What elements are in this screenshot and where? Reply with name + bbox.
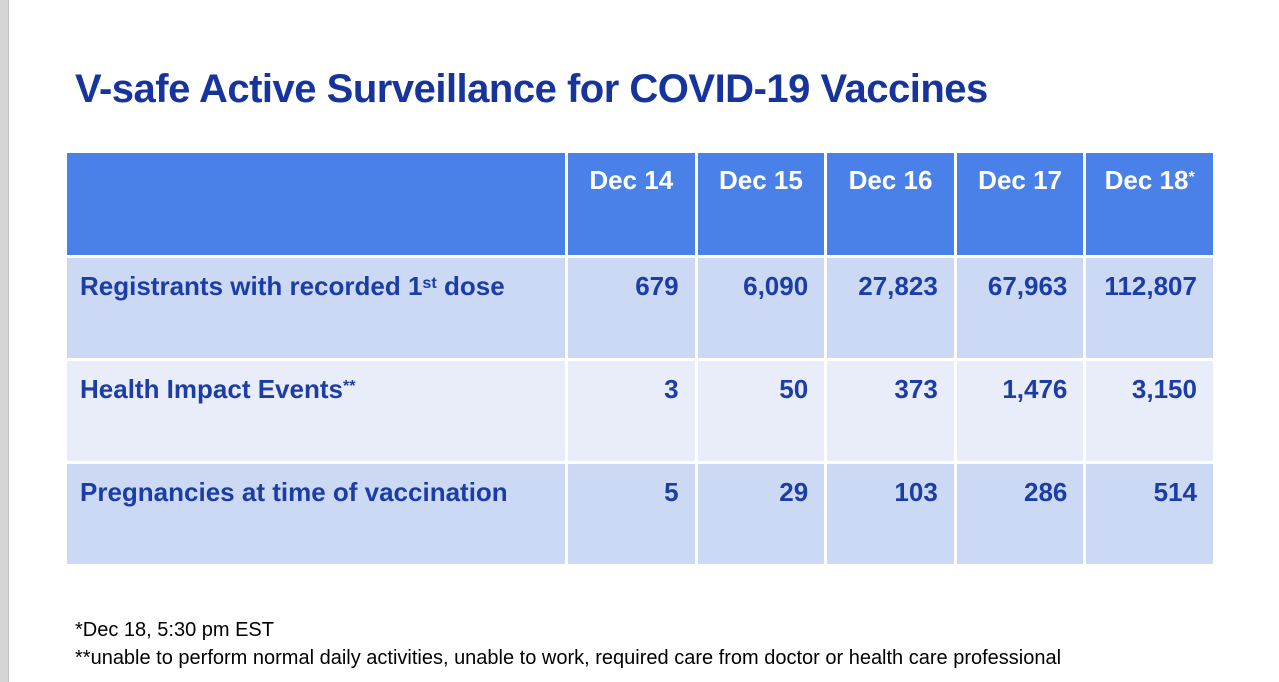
row-label-text-post: dose [436, 271, 505, 301]
column-header-dec17: Dec 17 [956, 153, 1084, 255]
pdf-viewer-edge-strip [0, 0, 9, 682]
data-cell-health-dec16: 373 [827, 361, 954, 461]
data-cell-registrants-dec17: 67,963 [956, 258, 1084, 358]
data-cell-health-dec14: 3 [568, 361, 695, 461]
data-cell-pregnancies-dec16: 103 [827, 464, 954, 564]
column-header-label: Dec 15 [718, 165, 803, 195]
corner-header-cell [67, 153, 565, 255]
column-header-superscript: * [1188, 167, 1195, 186]
column-header-dec18: Dec 18* [1086, 153, 1213, 255]
column-header-dec14: Dec 14 [568, 153, 695, 255]
data-cell-pregnancies-dec18: 514 [1086, 464, 1213, 564]
row-label-superscript: st [422, 273, 437, 292]
data-cell-registrants-dec16: 27,823 [827, 258, 954, 358]
data-cell-health-dec18: 3,150 [1086, 361, 1213, 461]
footnote-asterisk: *Dec 18, 5:30 pm EST [75, 619, 274, 641]
data-cell-health-dec15: 50 [697, 361, 825, 461]
column-header-label: Dec 17 [978, 165, 1063, 195]
row-label-text: Registrants with recorded 1 [80, 271, 423, 301]
data-cell-health-dec17: 1,476 [956, 361, 1084, 461]
row-label-pregnancies: Pregnancies at time of vaccination [67, 464, 565, 564]
footnote-double-asterisk: **unable to perform normal daily activit… [75, 647, 1062, 669]
footnotes: *Dec 18, 5:30 pm EST **unable to perform… [75, 616, 1061, 672]
page-title: V-safe Active Surveillance for COVID-19 … [75, 66, 988, 111]
data-cell-pregnancies-dec15: 29 [697, 464, 825, 564]
data-cell-pregnancies-dec14: 5 [568, 464, 695, 564]
data-cell-registrants-dec15: 6,090 [697, 258, 825, 358]
row-label-registrants: Registrants with recorded 1st dose [67, 258, 565, 358]
column-header-label: Dec 16 [848, 165, 933, 195]
data-cell-pregnancies-dec17: 286 [956, 464, 1084, 564]
row-label-health-impact-events: Health Impact Events** [67, 361, 565, 461]
data-cell-registrants-dec18: 112,807 [1086, 258, 1213, 358]
column-header-dec16: Dec 16 [827, 153, 954, 255]
column-header-label: Dec 14 [589, 165, 674, 195]
row-label-text: Health Impact Events [80, 374, 343, 404]
column-header-label: Dec 18 [1104, 165, 1189, 195]
row-label-text: Pregnancies at time of vaccination [80, 477, 508, 507]
data-cell-registrants-dec14: 679 [568, 258, 695, 358]
column-header-dec15: Dec 15 [697, 153, 825, 255]
surveillance-table: Dec 14 Dec 15 Dec 16 Dec 17 Dec 18* Regi… [67, 153, 1213, 564]
row-label-superscript: ** [342, 376, 356, 395]
